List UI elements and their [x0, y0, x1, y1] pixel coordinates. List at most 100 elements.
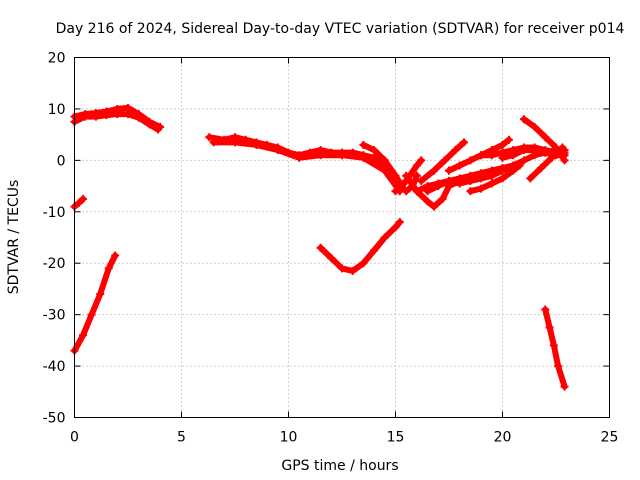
data-point [541, 305, 550, 314]
data-point [412, 161, 421, 170]
data-point [113, 110, 122, 119]
series-line-12 [413, 162, 517, 195]
series-line-19 [527, 144, 566, 182]
data-point [455, 179, 464, 188]
x-axis-label: GPS time / hours [281, 458, 398, 474]
data-point [391, 171, 400, 180]
data-point [445, 176, 453, 185]
data-point [466, 176, 475, 185]
data-point [560, 151, 569, 160]
data-point [545, 323, 554, 332]
data-point [487, 151, 496, 160]
data-point [359, 140, 368, 149]
series-line-20 [542, 306, 568, 390]
data-point [477, 151, 486, 160]
data-point [554, 362, 563, 371]
data-point [153, 125, 162, 134]
data-point [74, 199, 83, 208]
data-point [530, 146, 539, 155]
data-point [560, 382, 569, 391]
x-tick-label: 5 [177, 430, 186, 446]
data-point [79, 194, 88, 203]
data-point [434, 182, 443, 191]
x-tick-label: 25 [601, 430, 619, 446]
data-point [295, 153, 304, 162]
y-tick-label: 20 [48, 51, 66, 67]
data-point [391, 187, 400, 196]
y-tick-label: 0 [57, 153, 66, 169]
y-tick-label: -50 [43, 411, 66, 427]
data-point [91, 112, 100, 121]
data-point [111, 251, 120, 260]
data-point [348, 266, 357, 275]
series-line-6 [210, 139, 403, 195]
data-point [438, 194, 447, 203]
data-point [87, 310, 96, 319]
data-point [104, 264, 113, 273]
grid [74, 57, 610, 418]
series-line-4 [71, 252, 119, 354]
plot-series [70, 103, 569, 391]
data-point [547, 153, 556, 162]
data-point [145, 120, 154, 129]
data-point [466, 187, 475, 196]
data-point [417, 156, 426, 165]
data-point [519, 146, 528, 155]
data-point [134, 113, 143, 122]
y-tick-label: 10 [48, 102, 66, 118]
data-point [466, 156, 475, 165]
x-tick-label: 15 [387, 430, 405, 446]
series-line-9 [392, 157, 425, 195]
data-point [498, 166, 507, 175]
y-tick-label: -10 [43, 205, 66, 221]
data-point [395, 218, 404, 227]
data-point [445, 166, 453, 175]
data-point [423, 187, 432, 196]
data-point [526, 174, 535, 183]
axis-ticks: -50 -40 -30 -20 -10 0 10 20 0 5 10 15 20 25 [43, 51, 619, 446]
data-point [498, 153, 507, 162]
x-tick-label: 20 [494, 430, 512, 446]
data-point [124, 110, 132, 119]
data-point [391, 223, 400, 232]
data-point [430, 202, 439, 211]
data-point [79, 331, 88, 340]
data-point [338, 264, 346, 273]
data-point [380, 166, 389, 175]
data-point [537, 164, 546, 173]
data-point [519, 115, 528, 124]
data-point [459, 138, 468, 147]
data-point [549, 341, 558, 350]
series-line-11 [418, 139, 467, 184]
data-point [205, 133, 214, 142]
data-point [359, 259, 368, 268]
x-tick-label: 10 [280, 430, 298, 446]
x-tick-label: 0 [70, 430, 79, 446]
data-point [359, 153, 368, 162]
data-point [370, 153, 379, 162]
data-point [487, 171, 496, 180]
data-point [273, 146, 282, 155]
data-point [558, 143, 567, 152]
data-point [487, 179, 496, 188]
data-point [417, 176, 426, 185]
data-point [509, 166, 518, 175]
data-point [327, 254, 336, 263]
y-tick-label: -40 [43, 359, 66, 375]
data-point [440, 156, 449, 165]
data-point [412, 171, 421, 180]
data-point [530, 122, 539, 131]
data-point [515, 161, 524, 170]
data-point [231, 138, 239, 147]
data-point [504, 135, 513, 144]
data-point [316, 243, 325, 252]
y-tick-label: -20 [43, 256, 66, 272]
data-point [81, 112, 90, 121]
data-point [209, 138, 218, 147]
data-point [430, 166, 439, 175]
data-point [455, 161, 464, 170]
data-point [477, 184, 486, 193]
y-tick-label: -30 [43, 308, 66, 324]
data-point [423, 197, 432, 206]
